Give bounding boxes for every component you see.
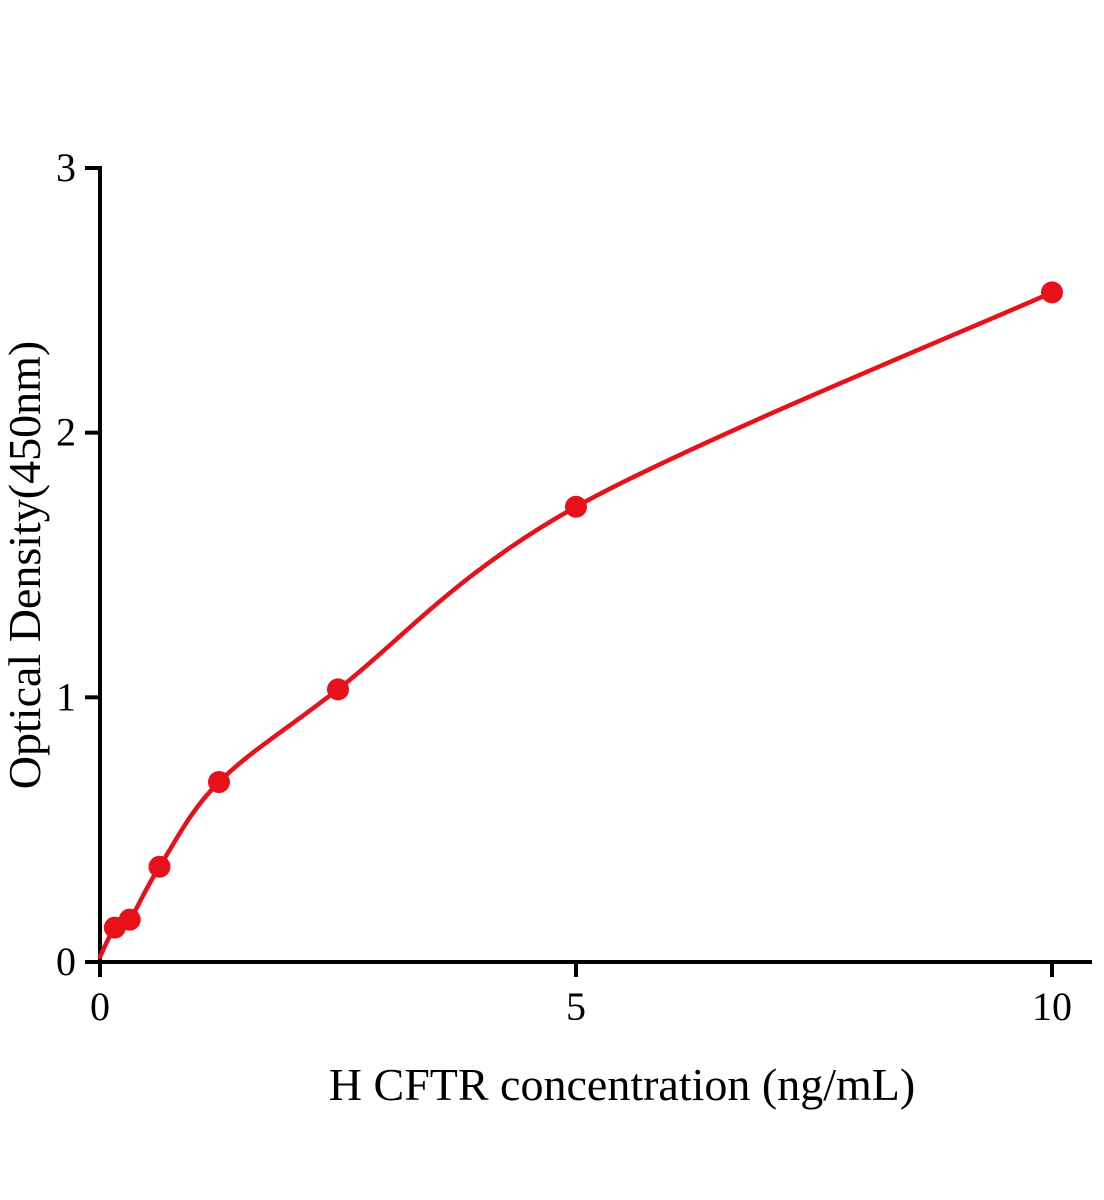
x-tick-label: 10 <box>1032 984 1072 1029</box>
y-axis-title: Optical Density(450nm) <box>0 341 50 789</box>
y-tick-label: 0 <box>56 939 76 984</box>
x-tick-label: 0 <box>90 984 110 1029</box>
y-tick-label: 3 <box>56 145 76 190</box>
data-point <box>148 855 171 878</box>
data-point <box>118 908 141 931</box>
plot-area: 0 5 10 0 1 2 3 <box>56 145 1092 1029</box>
x-axis-title: H CFTR concentration (ng/mL) <box>329 1059 915 1110</box>
data-point <box>1041 281 1063 304</box>
fit-curve <box>97 290 1055 959</box>
data-point <box>565 495 587 518</box>
y-tick-label: 2 <box>56 410 76 455</box>
data-point <box>208 771 230 794</box>
y-tick-label: 1 <box>56 674 76 719</box>
data-point <box>327 678 349 701</box>
x-tick-label: 5 <box>566 984 586 1029</box>
